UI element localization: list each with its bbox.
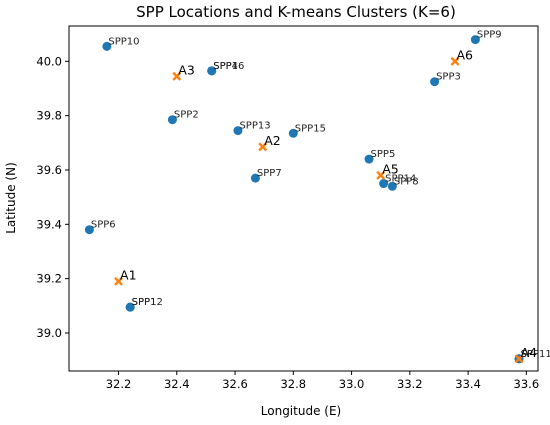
spp-point xyxy=(387,181,397,191)
x-tick-label: 32.4 xyxy=(164,377,190,391)
spp-point-label: SP xyxy=(521,349,533,360)
y-axis-ticks: 39.0 39.2 39.4 39.6 39.8 40.0 xyxy=(36,54,69,340)
spp-point xyxy=(250,173,260,183)
plot-frame xyxy=(68,25,539,372)
spp-point-label: SPP1 xyxy=(132,297,157,308)
spp-point xyxy=(379,179,389,189)
cluster-centroids xyxy=(114,56,524,364)
spp-point-label: SPP16 xyxy=(213,61,244,72)
spp-point xyxy=(102,41,112,51)
x-tick-label: 32.8 xyxy=(280,377,306,391)
centroid-label: A6 xyxy=(456,47,473,62)
x-tick-label: 33.4 xyxy=(455,377,481,391)
centroid-label: A1 xyxy=(120,267,137,282)
centroid-label: A4 xyxy=(521,345,538,360)
y-tick-label: 40.0 xyxy=(36,54,62,68)
x-tick-label: 33.2 xyxy=(397,377,423,391)
spp-point xyxy=(84,225,94,235)
spp-point xyxy=(207,66,217,76)
spp-point xyxy=(364,154,374,164)
centroid-marker xyxy=(376,170,386,180)
spp-point xyxy=(167,115,177,125)
spp-point-label: SPP4 xyxy=(213,61,238,72)
y-tick-label: 39.2 xyxy=(36,272,62,286)
spp-point-label: SPP2 xyxy=(174,110,199,121)
spp-point-label: SPP15 xyxy=(295,123,326,134)
spp-point xyxy=(470,35,480,45)
centroid-marker xyxy=(258,142,268,152)
chart-title: SPP Locations and K-means Clusters (K=6) xyxy=(136,3,456,21)
spp-point xyxy=(125,302,135,312)
centroid-label: A2 xyxy=(264,133,281,148)
spp-points xyxy=(84,35,524,364)
y-tick-label: 39.0 xyxy=(36,326,62,340)
spp-point-label: SPP5 xyxy=(371,149,396,160)
spp-point-label: SPP14 xyxy=(385,174,416,185)
x-axis-label: Longitude (E) xyxy=(261,404,341,418)
x-tick-label: 33.6 xyxy=(514,377,540,391)
spp-point-label: SPP12 xyxy=(132,297,163,308)
y-tick-label: 39.8 xyxy=(36,109,62,123)
spp-point-label: SPP6 xyxy=(91,220,116,231)
x-tick-label: 33.0 xyxy=(339,377,365,391)
x-axis-ticks: 32.2 32.4 32.6 32.8 33.0 33.2 33.4 33.6 xyxy=(106,371,539,391)
spp-point xyxy=(430,77,440,87)
spp-point-label: SPP7 xyxy=(257,168,282,179)
centroid-marker xyxy=(450,56,460,66)
y-tick-label: 39.4 xyxy=(36,217,62,231)
spp-point xyxy=(288,128,298,138)
spp-point-label: SPP13 xyxy=(239,121,270,132)
centroid-label: A5 xyxy=(382,161,399,176)
y-axis-label: Latitude (N) xyxy=(4,162,18,234)
centroid-labels: A1 A2 A3 A4 A5 A6 xyxy=(120,47,537,359)
spp-point-label: SPP10 xyxy=(108,36,139,47)
x-tick-label: 32.6 xyxy=(222,377,248,391)
spp-point-label: SPP11 xyxy=(521,349,550,360)
spp-point-label: SPP3 xyxy=(436,72,461,83)
centroid-marker xyxy=(172,71,182,81)
spp-point-label: SPP8 xyxy=(394,176,419,187)
centroid-marker xyxy=(514,354,524,364)
x-tick-label: 32.2 xyxy=(106,377,132,391)
spp-point xyxy=(233,126,243,136)
centroid-marker xyxy=(114,276,123,286)
spp-point-label: SPP9 xyxy=(477,30,502,41)
centroid-label: A3 xyxy=(178,62,195,77)
y-tick-label: 39.6 xyxy=(36,163,62,177)
spp-point-labels: SPP1 SPP2 SPP3 SPP4 SPP5 SPP6 SPP7 SPP8 SPP9 SPP1… xyxy=(91,30,550,360)
